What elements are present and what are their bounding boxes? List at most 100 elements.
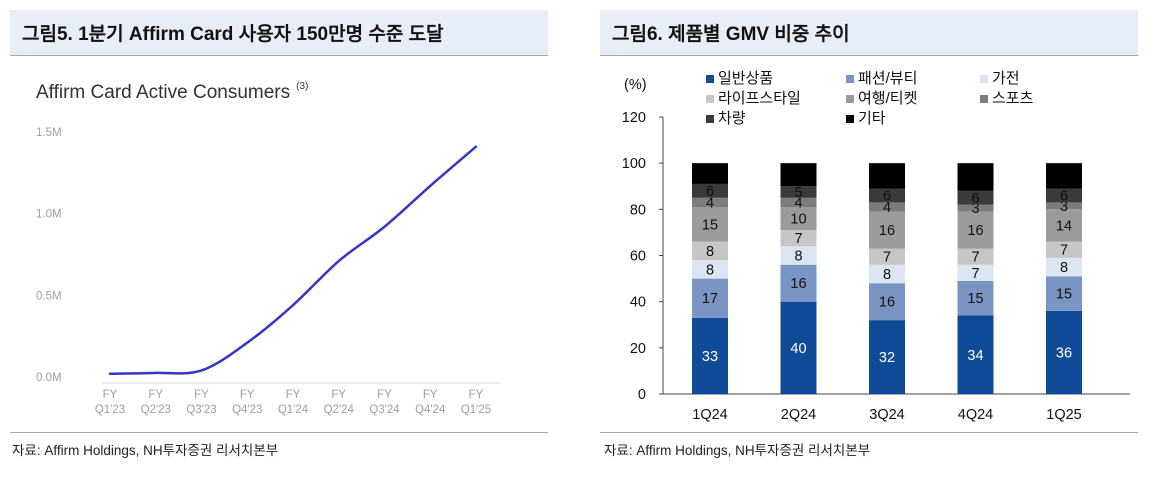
bar-segment: [1046, 310, 1082, 394]
x-tick-label: Q4'23: [232, 404, 262, 416]
x-tick-label: Q2'24: [324, 404, 355, 416]
x-tick-label: 2Q24: [781, 407, 816, 423]
data-label: 6: [883, 188, 891, 204]
data-label: 7: [971, 266, 979, 282]
bar-segment: [692, 183, 728, 198]
y-axis-unit-label: (%): [624, 77, 647, 93]
data-label: 33: [702, 349, 718, 365]
bar-segment: [957, 315, 994, 394]
x-tick-label: 1Q25: [1046, 407, 1081, 423]
data-label: 3: [971, 201, 979, 217]
y-tick-label: 40: [630, 295, 646, 311]
data-label: 8: [883, 267, 891, 283]
bar-segment: [692, 278, 728, 318]
bar-segment: [780, 230, 817, 247]
y-tick-label: 0.0M: [36, 372, 62, 384]
active-consumers-line: [108, 145, 478, 375]
x-tick-label: 3Q24: [869, 407, 904, 423]
bar-segment: [1046, 188, 1082, 203]
data-label: 5: [794, 185, 802, 201]
bar-segment: [869, 320, 905, 394]
data-label: 8: [1060, 260, 1068, 276]
data-label: 8: [706, 262, 714, 278]
data-label: 4: [794, 195, 802, 211]
legend-swatch: [846, 95, 854, 103]
legend-swatch: [706, 75, 714, 83]
right-source: 자료: Affirm Holdings, NH투자증권 리서치본부: [604, 443, 871, 458]
y-tick-label: 1.0M: [36, 209, 62, 221]
bar-segment: [957, 163, 994, 191]
data-label: 17: [702, 291, 718, 307]
bar-segment: [1046, 257, 1082, 277]
bar-segment: [780, 246, 817, 265]
data-label: 16: [879, 295, 895, 311]
x-tick-label: FY: [148, 389, 163, 401]
left-figure-title: 그림5. 1분기 Affirm Card 사용자 150만명 수준 도달: [10, 10, 548, 56]
bar-segment: [780, 301, 817, 394]
bar-segment: [1046, 202, 1082, 210]
bar-segment: [957, 190, 994, 205]
x-tick-label: FY: [194, 389, 209, 401]
bar-segment: [957, 211, 994, 249]
data-label: 3: [1060, 199, 1068, 215]
left-divider: [10, 432, 548, 433]
legend-swatch: [706, 115, 714, 123]
data-label: 32: [879, 350, 895, 366]
right-divider: [600, 432, 1138, 433]
bar-segment: [780, 197, 817, 208]
x-tick-label: FY: [331, 389, 346, 401]
y-tick-label: 0.5M: [36, 290, 62, 302]
data-label: 7: [1060, 243, 1068, 259]
data-label: 16: [790, 276, 806, 292]
bar-segment: [692, 260, 728, 279]
stacked-bar-chart: (%)02040608010012033178815461Q2440168710…: [622, 70, 1130, 423]
bar-segment: [692, 197, 728, 208]
bar-segment: [957, 264, 994, 281]
y-tick-label: 120: [622, 110, 646, 126]
bar-segment: [869, 283, 905, 321]
left-source: 자료: Affirm Holdings, NH투자증권 리서치본부: [12, 443, 279, 458]
data-label: 15: [702, 217, 718, 233]
bar-segment: [692, 317, 728, 394]
bar-segment: [957, 280, 994, 316]
bar-segment: [692, 207, 728, 242]
data-label: 16: [967, 223, 983, 239]
bar-segment: [869, 202, 905, 212]
bar-segment: [692, 241, 728, 261]
x-tick-label: Q2'23: [141, 404, 171, 416]
right-figure: 그림6. 제품별 GMV 비중 추이: [600, 10, 1138, 56]
data-label: 8: [794, 249, 802, 265]
bar-segment: [1046, 276, 1082, 311]
data-label: 4: [883, 200, 891, 216]
x-tick-label: Q3'24: [369, 404, 400, 416]
legend-label: 스포츠: [992, 90, 1034, 107]
bar-segment: [780, 163, 817, 187]
x-tick-label: FY: [286, 389, 301, 401]
data-label: 8: [706, 244, 714, 260]
y-tick-label: 80: [630, 202, 646, 218]
line-chart: Affirm Card Active Consumers (3) 0.0M 0.5M 1…: [36, 81, 500, 416]
x-tick-label: FY: [103, 389, 118, 401]
y-tick-label: 60: [630, 249, 646, 265]
bar-segment: [869, 188, 905, 203]
legend-swatch: [980, 95, 988, 103]
data-label: 7: [971, 250, 979, 266]
data-label: 10: [790, 212, 806, 228]
x-tick-label: FY: [423, 389, 438, 401]
x-tick-label: FY: [240, 389, 255, 401]
bar-segment: [957, 204, 994, 212]
data-label: 16: [879, 223, 895, 239]
line-chart-title: Affirm Card Active Consumers: [36, 82, 290, 103]
data-label: 15: [967, 291, 983, 307]
legend-label: 일반상품: [718, 70, 773, 87]
legend-label: 차량: [718, 110, 746, 127]
bar-segment: [780, 264, 817, 302]
y-tick-label: 0: [638, 387, 646, 403]
legend-label: 가전: [992, 70, 1020, 87]
y-tick-label: 20: [630, 341, 646, 357]
bar-segment: [780, 186, 817, 198]
data-label: 15: [1056, 287, 1072, 303]
x-tick-label: Q4'24: [415, 404, 446, 416]
legend-label: 라이프스타일: [718, 90, 801, 107]
x-tick-label: 4Q24: [958, 407, 993, 423]
